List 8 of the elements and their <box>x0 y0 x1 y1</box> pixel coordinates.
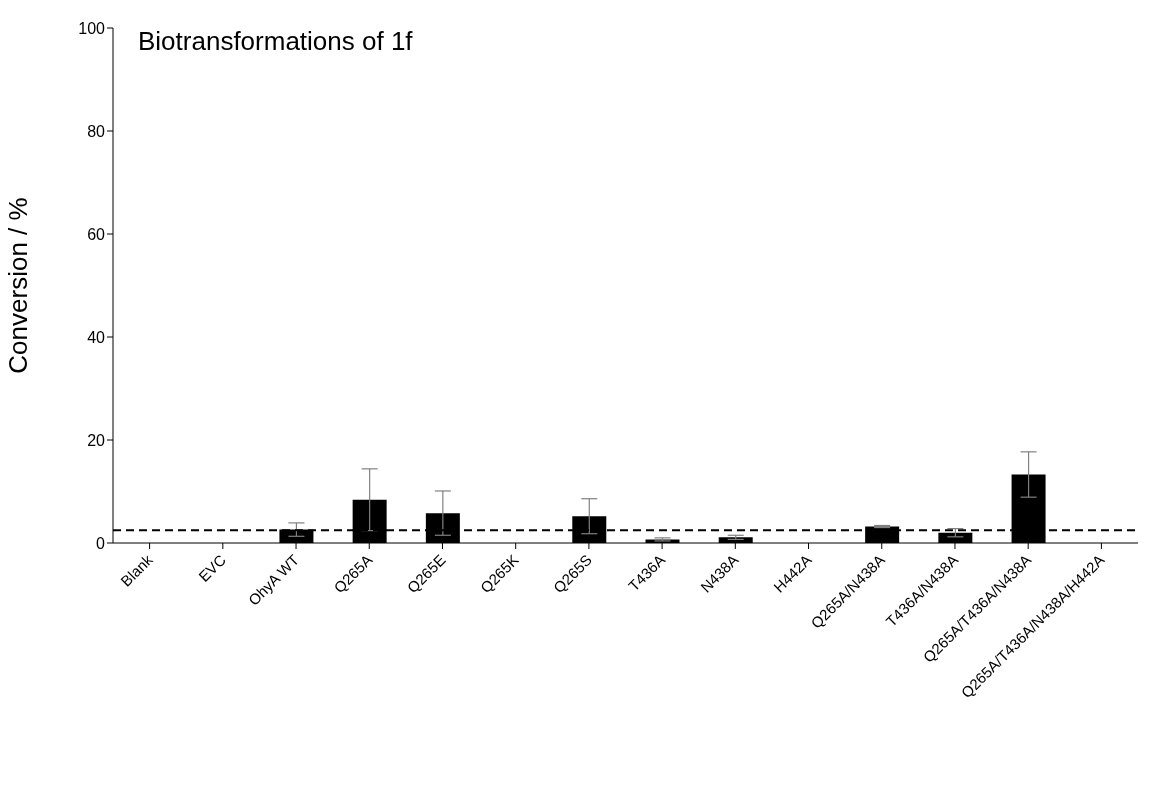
chart-title: Biotransformations of 1f <box>138 26 413 57</box>
y-tick-label: 80 <box>87 122 106 140</box>
y-tick-label: 40 <box>87 328 106 346</box>
y-tick-label: 100 <box>78 19 106 37</box>
y-tick-label: 0 <box>96 534 106 552</box>
y-tick-label: 60 <box>87 225 106 243</box>
y-tick-label: 20 <box>87 431 106 449</box>
y-axis-title: Conversion / % <box>3 197 34 374</box>
